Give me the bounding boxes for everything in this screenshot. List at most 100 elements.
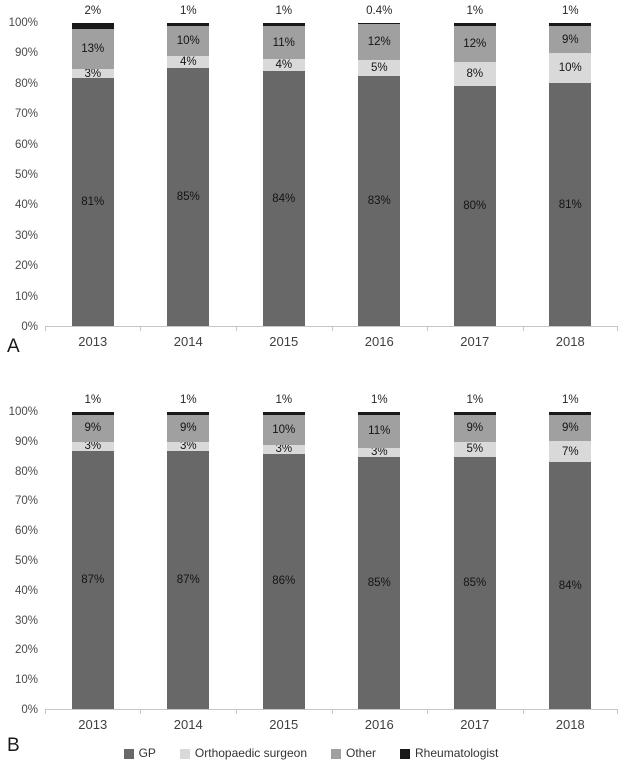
legend-item-other: Other: [331, 746, 376, 761]
stacked-bar-2018: 81% 10% 9% 1%: [549, 5, 592, 326]
stacked-bar-2016: 85% 3% 11% 1%: [358, 394, 401, 709]
x-axis-label: 2018: [555, 334, 585, 349]
bar-top-label: 1%: [275, 5, 293, 17]
category-tick: [522, 710, 524, 714]
panel-letter-b: B: [7, 735, 20, 756]
bar-segment-rheumatologist: [262, 23, 305, 27]
bars-container: 87% 3% 9% 1% 87% 3% 9% 1% 86% 3% 10% 1% 85% 3% 11% 1% 85…: [45, 394, 619, 709]
bar-segment-rheumatologist: [167, 23, 210, 27]
x-axis-label: 2013: [78, 717, 108, 732]
bar-top-label: 1%: [370, 394, 388, 406]
bar-segment-gp: [453, 456, 496, 709]
y-tick-label: 10%: [14, 290, 38, 303]
bar-segment-gp: [262, 453, 305, 709]
x-axis: 2013 2014 2015 2016 2017 2018: [45, 717, 618, 733]
bar-top-label: 2%: [84, 5, 102, 17]
bar-segment-orthopaedic-surgeon: [262, 59, 305, 72]
bar-segment-other: [358, 24, 401, 61]
bar-segment-rheumatologist: [358, 412, 401, 415]
y-axis: 100% 90% 80% 70% 60% 50% 40% 30% 20% 10% 0%: [0, 406, 40, 716]
bar-segment-rheumatologist: [549, 412, 592, 415]
category-slot: 84% 7% 9% 1%: [523, 394, 619, 709]
bar-segment-rheumatologist: [453, 412, 496, 415]
bar-segment-gp: [71, 78, 114, 326]
bar-top-label: 1%: [466, 5, 484, 17]
panel-letter-a: A: [7, 336, 20, 357]
orthopaedic-surgeon-swatch-icon: [179, 748, 190, 759]
bar-segment-other: [71, 29, 114, 69]
bar-segment-gp: [71, 450, 114, 709]
bar-segment-rheumatologist: [71, 23, 114, 30]
bar-segment-orthopaedic-surgeon: [358, 60, 401, 76]
y-tick-label: 20%: [14, 260, 38, 273]
bar-segment-orthopaedic-surgeon: [453, 62, 496, 86]
bar-segment-other: [549, 26, 592, 54]
y-axis: 100% 90% 80% 70% 60% 50% 40% 30% 20% 10% 0%: [0, 17, 40, 333]
legend-label: GP: [138, 746, 156, 760]
bar-segment-rheumatologist: [453, 23, 496, 26]
bar-top-label: 1%: [561, 5, 579, 17]
bar-top-label: 1%: [561, 394, 579, 406]
y-tick-label: 70%: [14, 495, 38, 508]
plot-area: 87% 3% 9% 1% 87% 3% 9% 1% 86% 3% 10% 1% 85% 3% 11% 1% 85…: [45, 394, 619, 714]
category-tick: [426, 327, 428, 331]
category-tick: [522, 327, 524, 331]
bar-segment-gp: [549, 462, 592, 709]
x-axis-label: 2016: [364, 334, 394, 349]
stacked-bar-2014: 85% 4% 10% 1%: [167, 5, 210, 326]
category-tick: [235, 327, 237, 331]
bar-segment-other: [262, 26, 305, 60]
bar-segment-orthopaedic-surgeon: [71, 68, 114, 79]
y-tick-label: 60%: [14, 525, 38, 538]
category-slot: 87% 3% 9% 1%: [45, 394, 141, 709]
bar-segment-orthopaedic-surgeon: [453, 441, 496, 457]
y-tick-label: 70%: [14, 108, 38, 121]
category-tick: [617, 327, 618, 331]
stacked-bar-2015: 86% 3% 10% 1%: [262, 394, 305, 709]
bar-segment-orthopaedic-surgeon: [262, 444, 305, 454]
y-tick-label: 80%: [14, 77, 38, 90]
category-slot: 80% 8% 12% 1%: [427, 5, 523, 326]
x-axis-label: 2013: [78, 334, 108, 349]
bar-segment-other: [167, 414, 210, 442]
category-tick: [45, 327, 46, 331]
category-tick: [140, 710, 142, 714]
category-slot: 85% 3% 11% 1%: [332, 394, 428, 709]
bar-segment-rheumatologist: [71, 412, 114, 415]
bar-top-label: 1%: [275, 394, 293, 406]
y-tick-label: 40%: [14, 584, 38, 597]
bar-segment-orthopaedic-surgeon: [167, 441, 210, 451]
y-tick-label: 90%: [14, 47, 38, 60]
category-slot: 81% 10% 9% 1%: [523, 5, 619, 326]
category-slot: 86% 3% 10% 1%: [236, 394, 332, 709]
bar-segment-other: [167, 26, 210, 57]
category-slot: 85% 5% 9% 1%: [427, 394, 523, 709]
gp-swatch-icon: [123, 748, 134, 759]
stacked-bar-2017: 85% 5% 9% 1%: [453, 394, 496, 709]
y-tick-label: 100%: [8, 17, 38, 29]
stacked-bar-2018: 84% 7% 9% 1%: [549, 394, 592, 709]
y-tick-label: 90%: [14, 435, 38, 448]
legend-item-gp: GP: [123, 746, 156, 761]
bar-top-label: 0.4%: [366, 5, 393, 17]
bar-segment-orthopaedic-surgeon: [358, 447, 401, 457]
x-axis-label: 2017: [460, 717, 490, 732]
legend: GP Orthopaedic surgeon Other Rheumatolog…: [0, 746, 622, 761]
y-tick-label: 30%: [14, 229, 38, 242]
stacked-bar-2014: 87% 3% 9% 1%: [167, 394, 210, 709]
y-tick-label: 0%: [21, 704, 38, 716]
x-axis-label: 2014: [173, 334, 203, 349]
bar-segment-rheumatologist: [549, 23, 592, 26]
category-tick: [140, 327, 142, 331]
bar-segment-orthopaedic-surgeon: [549, 441, 592, 462]
bar-top-label: 1%: [179, 5, 197, 17]
legend-label: Rheumatologist: [415, 746, 499, 760]
stacked-bar-2016: 83% 5% 12% 0.4%: [358, 5, 401, 326]
y-tick-label: 50%: [14, 169, 38, 181]
plot-area: 81% 3% 13% 2% 85% 4% 10% 1% 84% 4% 11% 1% 83% 5% 12% 0.…: [45, 5, 619, 331]
stacked-bar-2013: 81% 3% 13% 2%: [71, 5, 114, 326]
bar-segment-orthopaedic-surgeon: [167, 56, 210, 69]
other-swatch-icon: [331, 748, 341, 759]
bar-segment-orthopaedic-surgeon: [71, 441, 114, 451]
category-tick: [331, 710, 333, 714]
